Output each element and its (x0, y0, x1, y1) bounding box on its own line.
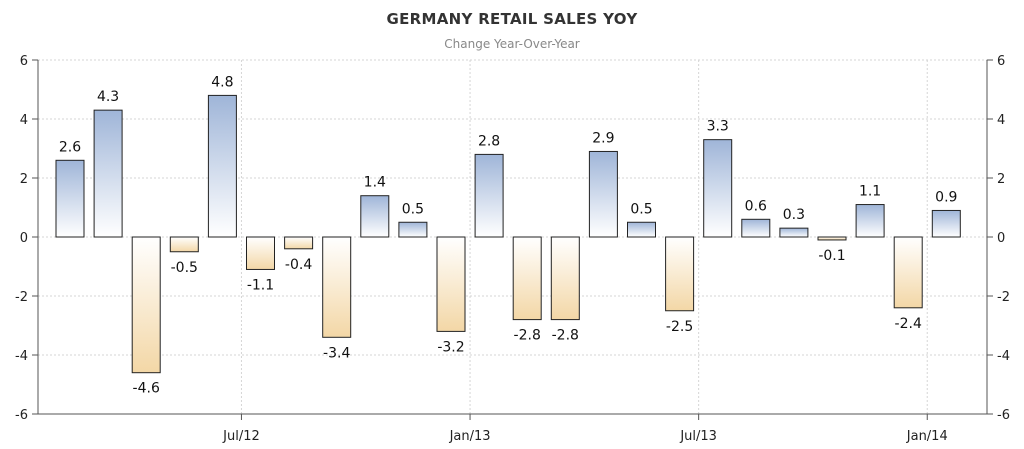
bar-value-label: 0.6 (745, 198, 767, 214)
y-tick-label-left: 2 (20, 172, 28, 187)
bar-positive (360, 195, 390, 238)
bar-negative (169, 236, 199, 253)
bar-positive (474, 153, 504, 238)
bar-value-label: -3.2 (437, 339, 464, 355)
bar-positive (779, 227, 809, 238)
bar-value-label: -2.5 (666, 319, 693, 335)
chart-title: GERMANY RETAIL SALES YOY (386, 10, 638, 28)
y-tick-label-right: 0 (997, 231, 1005, 246)
y-tick-label-right: 6 (997, 54, 1005, 69)
bar-value-label: 4.3 (97, 89, 119, 105)
bar-positive (398, 221, 428, 238)
bar-value-label: -3.4 (323, 345, 350, 361)
bar-positive (931, 209, 961, 238)
bar-negative (131, 236, 161, 374)
bar-value-label: 1.1 (859, 184, 881, 200)
y-tick-label-right: 4 (997, 113, 1005, 128)
bar-positive (627, 221, 656, 238)
bar-positive (55, 159, 85, 238)
y-tick-label-right: -2 (997, 290, 1010, 305)
bar-positive (741, 218, 771, 238)
bar-positive (207, 94, 237, 238)
bar-value-label: 0.3 (783, 207, 805, 223)
y-tick-label-right: -6 (997, 408, 1010, 423)
bar-value-label: 2.9 (592, 130, 614, 146)
y-tick-label-left: -4 (15, 349, 28, 364)
bar-value-label: 1.4 (364, 175, 386, 191)
y-tick-label-left: 0 (20, 231, 28, 246)
y-tick-label-right: 2 (997, 172, 1005, 187)
bar-value-label: 0.5 (402, 201, 424, 217)
bar-positive (588, 150, 618, 238)
bar-value-label: -0.4 (285, 257, 312, 273)
x-tick-label: Jul/12 (222, 429, 260, 444)
bar-value-label: -0.5 (171, 260, 198, 276)
bar-value-label: 0.9 (935, 189, 957, 205)
bar-negative (284, 236, 314, 250)
bar-value-label: 2.8 (478, 133, 500, 149)
bar-positive (703, 139, 733, 238)
chart-subtitle: Change Year-Over-Year (444, 37, 580, 51)
bar-value-label: 2.6 (59, 139, 81, 155)
bar-negative (817, 236, 847, 241)
x-tick-label: Jan/14 (906, 429, 948, 444)
bar-negative (665, 236, 695, 312)
y-tick-label-right: -4 (997, 349, 1010, 364)
bar-negative (512, 236, 542, 321)
bar-value-label: 3.3 (707, 119, 729, 135)
bar-value-label: -2.4 (895, 316, 922, 332)
bar-negative (246, 236, 275, 270)
bar-value-label: -0.1 (818, 248, 845, 264)
y-tick-label-left: -6 (15, 408, 28, 423)
bar-value-label: -2.8 (514, 328, 541, 344)
bar-negative (436, 236, 466, 332)
bar-positive (93, 109, 123, 238)
bar-value-label: 4.8 (211, 74, 233, 90)
bar-value-label: -1.1 (247, 277, 274, 293)
y-tick-label-left: 6 (20, 54, 28, 69)
x-tick-label: Jul/13 (679, 429, 717, 444)
bar-positive (855, 204, 885, 238)
y-tick-label-left: 4 (20, 113, 28, 128)
bar-value-label: -4.6 (133, 381, 160, 397)
bar-negative (550, 236, 580, 321)
y-tick-label-left: -2 (15, 290, 28, 305)
bar-value-label: -2.8 (552, 328, 579, 344)
bar-value-label: 0.5 (630, 201, 652, 217)
bar-negative (893, 236, 923, 309)
x-tick-label: Jan/13 (449, 429, 491, 444)
bar-negative (322, 236, 352, 338)
